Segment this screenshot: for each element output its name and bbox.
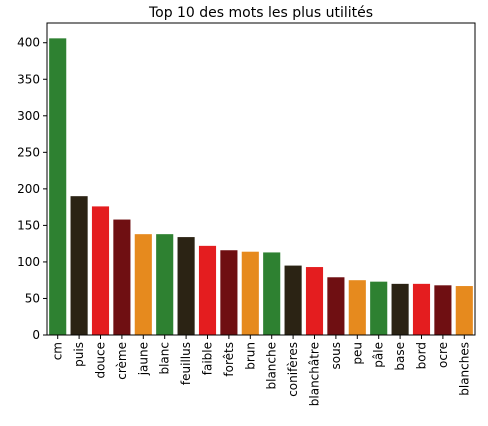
bar-brun	[242, 252, 259, 335]
bars-group	[49, 38, 473, 335]
y-tick-label: 50	[25, 291, 40, 305]
x-tick-label: forêts	[222, 342, 236, 377]
bar-douce	[92, 206, 109, 335]
x-tick-label: blanchâtre	[308, 342, 322, 406]
bar-blanchâtre	[306, 267, 323, 335]
bar-feuillus	[178, 237, 195, 335]
bar-forêts	[220, 250, 237, 335]
x-tick-label: puis	[72, 342, 86, 367]
bar-blanche	[263, 252, 280, 335]
x-tick-label: cm	[51, 342, 65, 360]
bar-peu	[349, 280, 366, 335]
y-tick-label: 150	[17, 218, 40, 232]
bar-puis	[71, 196, 88, 335]
y-tick-label: 250	[17, 145, 40, 159]
chart-title: Top 10 des mots les plus utilités	[148, 5, 373, 21]
y-tick-label: 200	[17, 182, 40, 196]
x-tick-label: jaune	[136, 342, 150, 376]
x-tick-label: crème	[115, 342, 129, 380]
bar-base	[392, 284, 409, 335]
plot-frame	[47, 23, 475, 335]
x-tick-label: pâle	[372, 342, 386, 368]
bar-crème	[113, 220, 130, 335]
x-tick-label: ocre	[436, 342, 450, 368]
bar-blanc	[156, 234, 173, 335]
y-tick-label: 0	[32, 328, 40, 342]
bar-cm	[49, 38, 66, 335]
y-axis: 0 50 100 150 200 250 300 350 400	[17, 36, 47, 342]
x-tick-label: blanc	[158, 342, 172, 375]
x-tick-label: bord	[415, 342, 429, 369]
bar-conifères	[285, 266, 302, 335]
bar-blanches	[456, 286, 473, 335]
y-tick-label: 100	[17, 255, 40, 269]
x-tick-label: douce	[94, 342, 108, 379]
x-axis: cm puis douce crème jaune blanc feuillus faible…	[51, 335, 472, 406]
y-tick-label: 300	[17, 109, 40, 123]
bar-jaune	[135, 234, 152, 335]
x-tick-label: peu	[350, 342, 364, 365]
x-tick-label: base	[393, 342, 407, 371]
x-tick-label: brun	[243, 342, 257, 370]
x-tick-label: feuillus	[179, 342, 193, 385]
bar-faible	[199, 246, 216, 335]
x-tick-label: faible	[201, 342, 215, 375]
bar-sous	[327, 277, 344, 335]
y-tick-label: 350	[17, 72, 40, 86]
bar-bord	[413, 284, 430, 335]
x-tick-label: conifères	[286, 342, 300, 397]
x-tick-label: sous	[329, 342, 343, 369]
bar-ocre	[434, 285, 451, 335]
y-tick-label: 400	[17, 36, 40, 50]
bar-pâle	[370, 282, 387, 335]
x-tick-label: blanche	[265, 342, 279, 390]
x-tick-label: blanches	[457, 342, 471, 396]
